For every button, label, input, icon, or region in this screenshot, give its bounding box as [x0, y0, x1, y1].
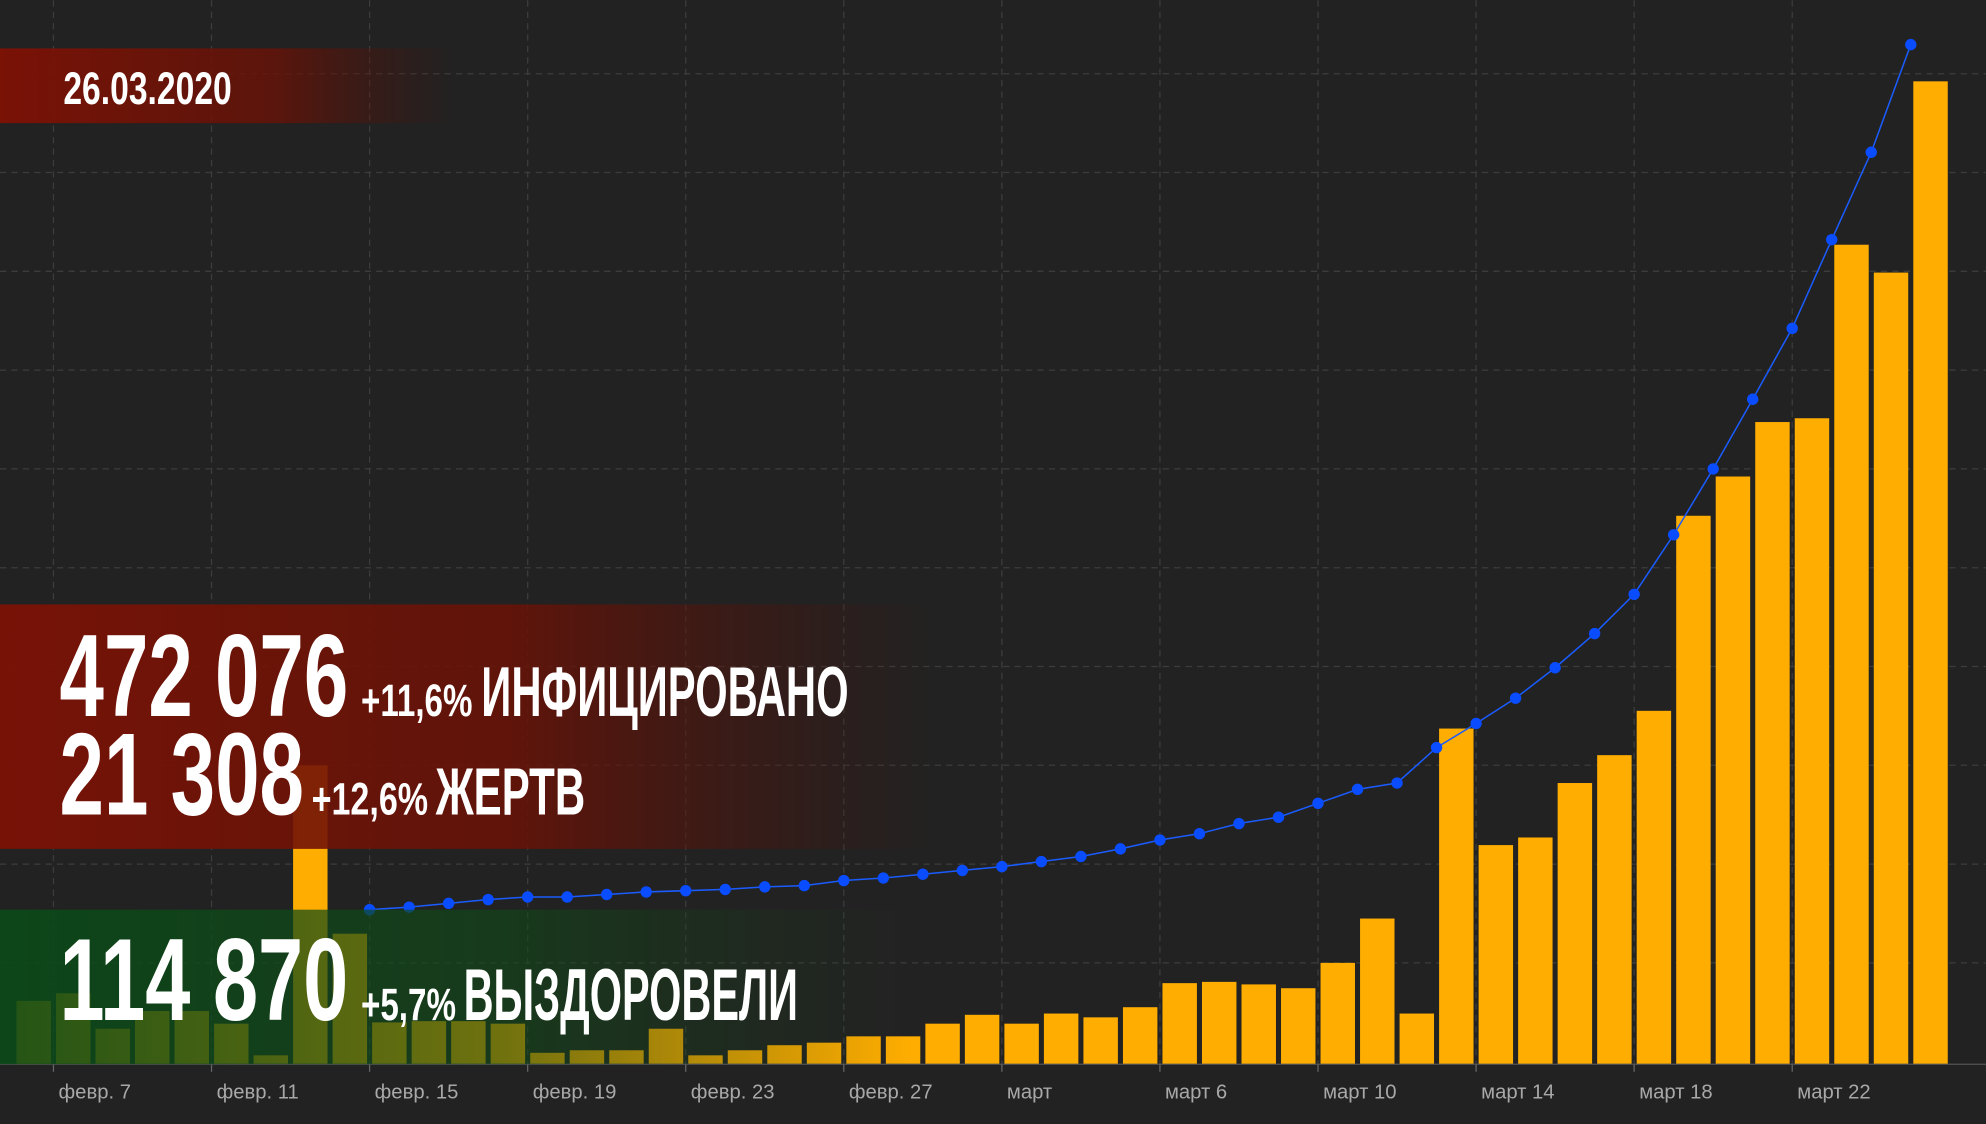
x-tick-label: март 6	[1165, 1081, 1227, 1103]
bar	[1873, 272, 1909, 1065]
line-point	[482, 893, 494, 906]
line-point	[917, 868, 929, 880]
x-tick-label: март 10	[1323, 1081, 1396, 1103]
bar	[1162, 983, 1197, 1065]
x-tick-label: февр. 11	[217, 1081, 299, 1103]
line-point	[521, 891, 534, 903]
line-point	[1233, 817, 1245, 830]
x-tick-label: февр. 7	[59, 1081, 131, 1103]
line-point	[1075, 850, 1087, 863]
x-tick-label: февр. 23	[691, 1081, 775, 1103]
bar	[1636, 710, 1672, 1065]
line-point	[1035, 855, 1048, 868]
bar	[1399, 1013, 1435, 1065]
date-band	[0, 48, 456, 124]
bar	[1597, 755, 1632, 1065]
line-point	[1549, 662, 1561, 674]
date: 26.03.2020	[63, 63, 231, 114]
bar	[1715, 476, 1751, 1065]
bar	[1201, 981, 1237, 1065]
bar	[1557, 783, 1593, 1065]
line-point	[640, 886, 652, 898]
line-point	[1193, 827, 1206, 840]
line-point	[798, 879, 810, 892]
line-point	[1391, 777, 1403, 789]
bar	[1320, 962, 1355, 1065]
line-point	[1905, 38, 1917, 51]
bar	[1794, 418, 1830, 1065]
line-point	[680, 884, 692, 897]
bar	[1913, 81, 1948, 1065]
bar	[1043, 1013, 1079, 1065]
line-point	[1272, 811, 1285, 823]
line-point	[1826, 233, 1838, 246]
x-tick-label: февр. 15	[375, 1081, 459, 1103]
stat-number: 472 076	[60, 611, 349, 741]
line-point	[719, 883, 731, 896]
bar	[1439, 728, 1474, 1065]
bar	[1755, 422, 1790, 1065]
line-point	[600, 888, 613, 901]
stat-change: +5,7%	[361, 979, 456, 1030]
line-point	[1509, 692, 1522, 704]
stat-label: ВЫЗДОРОВЕЛИ	[464, 953, 798, 1036]
line-point	[1746, 393, 1759, 405]
line-point	[1430, 741, 1443, 754]
x-tick-label: март 18	[1639, 1081, 1712, 1103]
line-point	[956, 864, 969, 877]
bar	[925, 1023, 960, 1065]
x-tick-label: февр. 27	[849, 1081, 933, 1103]
stat-label: ИНФИЦИРОВАНО	[481, 653, 848, 732]
bar	[1122, 1007, 1158, 1065]
line-point	[1588, 627, 1601, 640]
x-tick-label: март	[1007, 1081, 1052, 1103]
green-band	[0, 909, 912, 1065]
line-point	[1667, 529, 1680, 541]
line-point	[1154, 834, 1166, 846]
line-point	[1470, 717, 1482, 730]
bar	[1241, 984, 1276, 1065]
line	[369, 44, 1912, 911]
bar	[1676, 515, 1711, 1065]
line-point	[1628, 588, 1640, 600]
line-point	[561, 891, 573, 903]
stat-number: 114 870	[60, 915, 349, 1045]
x-tick-label: март 14	[1481, 1081, 1554, 1103]
line-point	[759, 881, 771, 893]
red-band	[0, 604, 938, 849]
bar	[1281, 988, 1316, 1065]
overlay: 26.03.2020 472 076 +11,6% ИНФИЦИРОВАНО 2…	[0, 48, 938, 1065]
stat-number: 21 308	[60, 710, 304, 840]
bar	[1834, 244, 1869, 1065]
bar	[1004, 1023, 1039, 1065]
stat-change: +12,6%	[312, 774, 429, 825]
line-point	[877, 872, 890, 884]
line-point	[996, 860, 1008, 873]
bar	[1518, 837, 1553, 1065]
line-point	[1865, 146, 1877, 158]
stat-label: ЖЕРТВ	[435, 755, 585, 830]
bar	[1360, 918, 1395, 1065]
bar	[1478, 845, 1514, 1065]
line-point	[442, 897, 455, 910]
line-point	[1786, 322, 1798, 335]
line-point	[1312, 797, 1324, 809]
bar	[964, 1014, 1000, 1065]
line-point	[838, 874, 850, 887]
x-tick-label: февр. 19	[533, 1081, 617, 1103]
line-point	[1351, 783, 1364, 796]
line-point	[1707, 463, 1719, 475]
stat-change: +11,6%	[361, 675, 472, 726]
line-point	[1114, 843, 1127, 855]
bar	[1083, 1017, 1118, 1065]
x-tick-label: март 22	[1797, 1081, 1870, 1103]
